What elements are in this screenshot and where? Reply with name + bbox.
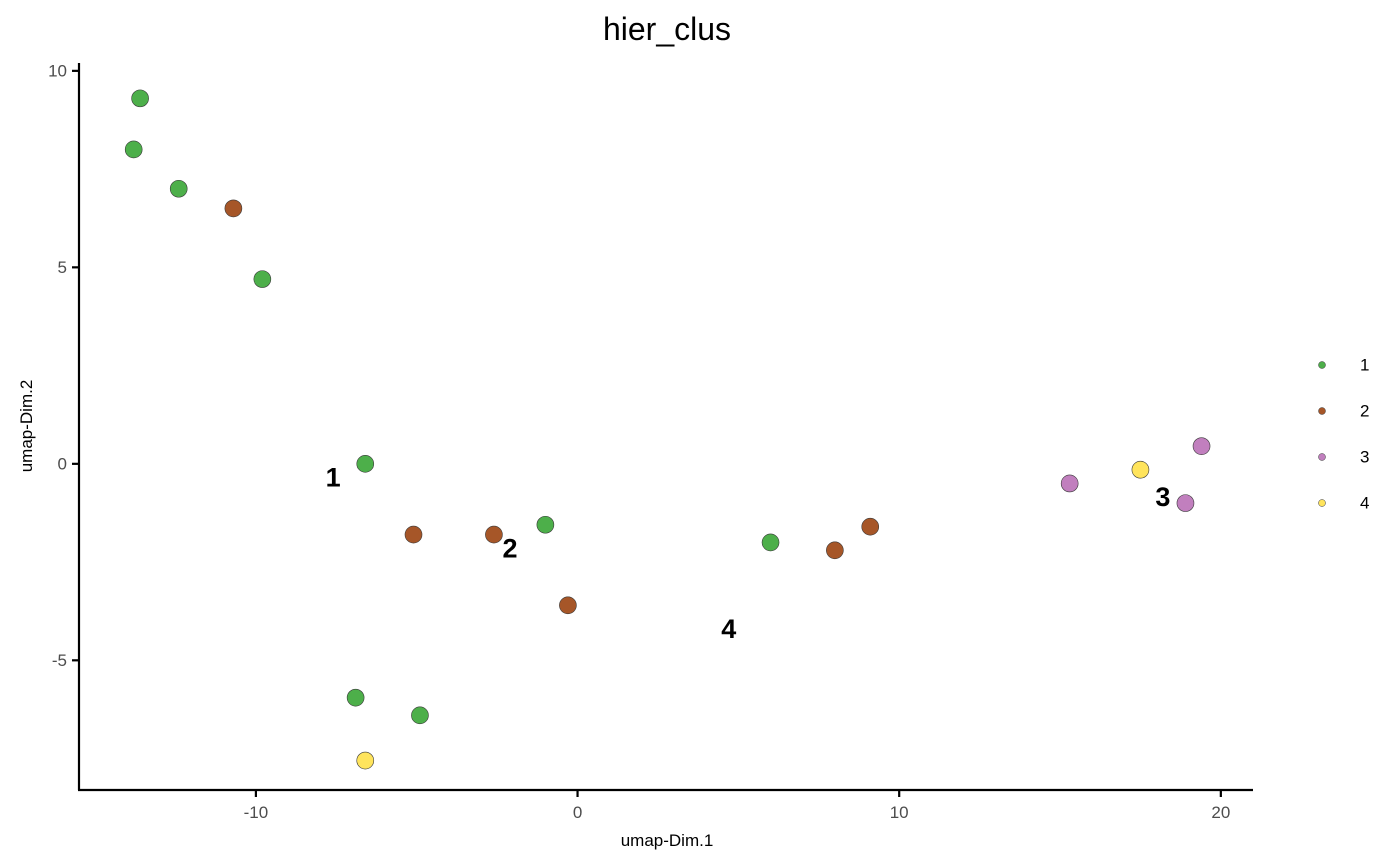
point-cluster-4-1 <box>1131 460 1150 479</box>
x-axis-title: umap-Dim.1 <box>621 831 714 850</box>
y-tick-label: -5 <box>52 651 67 670</box>
point-cluster-1-7 <box>346 688 365 707</box>
point-cluster-2-4 <box>826 541 844 560</box>
legend: 1 2 3 4 <box>1318 356 1369 513</box>
point-cluster-2-5 <box>861 517 880 536</box>
y-tick-label: 0 <box>58 454 67 473</box>
x-tick-label: 10 <box>890 803 909 822</box>
legend-key-2 <box>1318 407 1326 415</box>
cluster-label-4: 4 <box>721 614 736 644</box>
cluster-labels-layer: 1 2 3 4 <box>326 463 1171 644</box>
cluster-label-1: 1 <box>326 463 341 493</box>
point-cluster-1-3 <box>253 270 272 288</box>
x-axis-ticks: -10 0 10 20 <box>244 790 1230 822</box>
x-tick-label: 20 <box>1211 803 1230 822</box>
point-cluster-1-6 <box>761 533 780 552</box>
legend-label-2: 2 <box>1360 402 1369 421</box>
point-cluster-1-1 <box>124 140 143 159</box>
legend-key-1 <box>1318 361 1326 369</box>
point-cluster-1-4 <box>356 455 375 473</box>
point-cluster-3-0 <box>1060 474 1079 493</box>
points-layer <box>124 89 1211 770</box>
point-cluster-2-2 <box>485 525 503 544</box>
legend-label-1: 1 <box>1360 356 1369 375</box>
point-cluster-3-1 <box>1176 494 1195 512</box>
legend-label-4: 4 <box>1360 494 1369 513</box>
legend-label-3: 3 <box>1360 448 1369 467</box>
cluster-label-3: 3 <box>1155 482 1170 512</box>
cluster-label-2: 2 <box>502 533 517 563</box>
legend-key-3 <box>1318 453 1326 461</box>
y-tick-label: 5 <box>58 258 67 277</box>
point-cluster-2-1 <box>404 525 423 544</box>
chart-title: hier_clus <box>603 11 731 47</box>
y-tick-label: 10 <box>48 61 67 80</box>
y-axis-ticks: -5 0 5 10 <box>48 61 79 670</box>
point-cluster-2-3 <box>559 596 577 615</box>
legend-key-4 <box>1318 499 1326 507</box>
x-tick-label: 0 <box>573 803 582 822</box>
point-cluster-2-0 <box>224 199 243 218</box>
point-cluster-3-2 <box>1192 437 1211 455</box>
point-cluster-1-0 <box>131 89 149 108</box>
point-cluster-1-2 <box>169 179 188 198</box>
point-cluster-1-5 <box>536 515 555 534</box>
x-tick-label: -10 <box>244 803 269 822</box>
y-axis-title: umap-Dim.2 <box>17 380 36 473</box>
point-cluster-1-8 <box>411 706 429 725</box>
point-cluster-4-0 <box>356 751 375 770</box>
